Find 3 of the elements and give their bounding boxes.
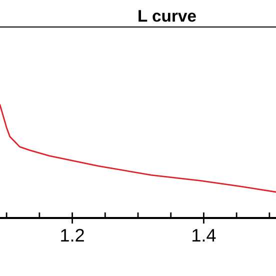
- chart-title: L curve: [138, 10, 196, 22]
- x-tick-label: 1.2: [61, 228, 84, 242]
- x-tick-label: 1.4: [192, 229, 216, 242]
